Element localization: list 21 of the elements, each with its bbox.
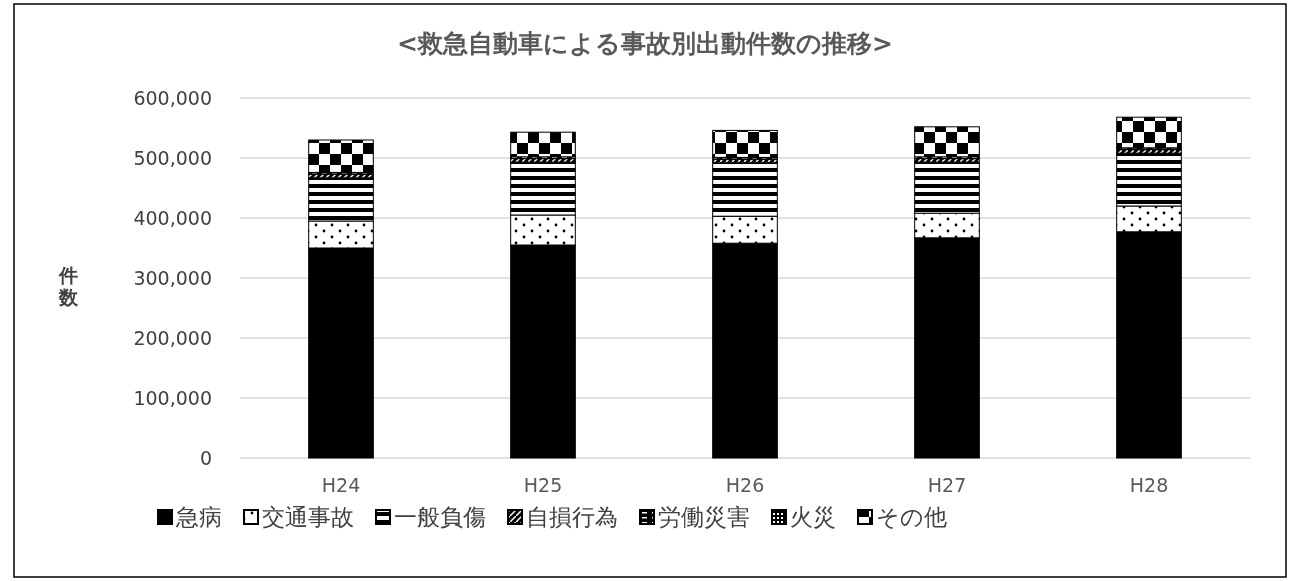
y-tick-label: 600,000: [133, 87, 212, 109]
x-tick-label: H25: [523, 474, 563, 496]
legend-label: 急病: [175, 504, 222, 530]
legend-label: 交通事故: [262, 504, 354, 530]
legend-label: 一般負傷: [394, 504, 486, 530]
y-tick-label: 200,000: [133, 327, 212, 349]
x-tick-label: H27: [927, 474, 967, 496]
legend-label: 自損行為: [526, 504, 618, 530]
y-tick-label: 500,000: [133, 147, 212, 169]
chart-title: <救急自動車による事故別出動件数の推移>: [397, 29, 893, 58]
y-tick-label: 100,000: [133, 387, 212, 409]
legend-label: 火災: [790, 504, 836, 530]
legend-label: 労働災害: [658, 504, 750, 530]
x-tick-label: H26: [725, 474, 765, 496]
x-tick-label: H28: [1129, 474, 1169, 496]
y-tick-label: 400,000: [133, 207, 212, 229]
x-tick-label: H24: [321, 474, 361, 496]
y-tick-label: 0: [199, 447, 212, 469]
y-axis-title: 件数: [57, 264, 79, 308]
legend-label: その他: [876, 504, 947, 530]
y-tick-label: 300,000: [133, 267, 212, 289]
